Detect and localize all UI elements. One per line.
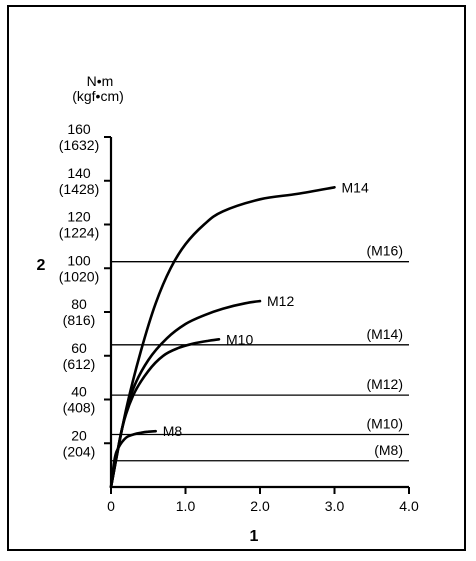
- reference-line-label: (M12): [366, 376, 403, 392]
- series-line-m14: [109, 186, 336, 489]
- y-tick-sublabel: (816): [63, 312, 96, 328]
- y-tick-sublabel: (408): [63, 400, 96, 416]
- series-group: M8 M10 M12 M14: [109, 179, 369, 489]
- y-tick-sublabel: (1428): [59, 181, 99, 197]
- reference-line-label: (M8): [374, 442, 403, 458]
- series-line-m10: [109, 338, 221, 489]
- y-unit-label: N•m: [87, 73, 114, 89]
- y-tick-sublabel: (204): [63, 443, 96, 459]
- y-tick-label: 40: [71, 384, 87, 400]
- y-axis-title: 2: [37, 257, 46, 274]
- y-tick-label: 80: [71, 296, 87, 312]
- y-tick-label: 60: [71, 340, 87, 356]
- y-unit-sublabel: (kgf•cm): [72, 88, 124, 104]
- y-tick-label: 100: [67, 252, 91, 268]
- y-tick-label: 160: [67, 121, 91, 137]
- series-label-m12: M12: [267, 293, 294, 309]
- reference-line-label: (M10): [366, 416, 403, 432]
- reference-line-label: (M16): [366, 243, 403, 259]
- x-axis-title: 1: [250, 528, 259, 545]
- series-label-m8: M8: [163, 423, 183, 439]
- y-tick-sublabel: (1632): [59, 137, 99, 153]
- y-tick-label: 20: [71, 427, 87, 443]
- y-tick-label: 120: [67, 209, 91, 225]
- series-line-m8: [109, 429, 157, 489]
- series-label-m10: M10: [226, 331, 253, 347]
- ticks-group: 20(204) 40(408) 60(612) 80(816) 100(1020) 120…: [59, 121, 419, 514]
- y-tick-sublabel: (1224): [59, 225, 99, 241]
- series-label-m14: M14: [342, 179, 369, 195]
- y-tick-sublabel: (1020): [59, 268, 99, 284]
- reference-line-label: (M14): [366, 326, 403, 342]
- x-tick-label: 0: [107, 498, 115, 514]
- x-tick-label: 3.0: [325, 498, 345, 514]
- x-tick-label: 4.0: [399, 498, 419, 514]
- y-tick-sublabel: (612): [63, 356, 96, 372]
- x-tick-label: 1.0: [176, 498, 196, 514]
- chart-frame: (M16) (M14) (M12) (M10) (M8) M8 M10 M12 M14 20(…: [7, 5, 466, 551]
- reference-lines: (M16) (M14) (M12) (M10) (M8): [111, 243, 409, 462]
- y-tick-label: 140: [67, 165, 91, 181]
- x-tick-label: 2.0: [250, 498, 270, 514]
